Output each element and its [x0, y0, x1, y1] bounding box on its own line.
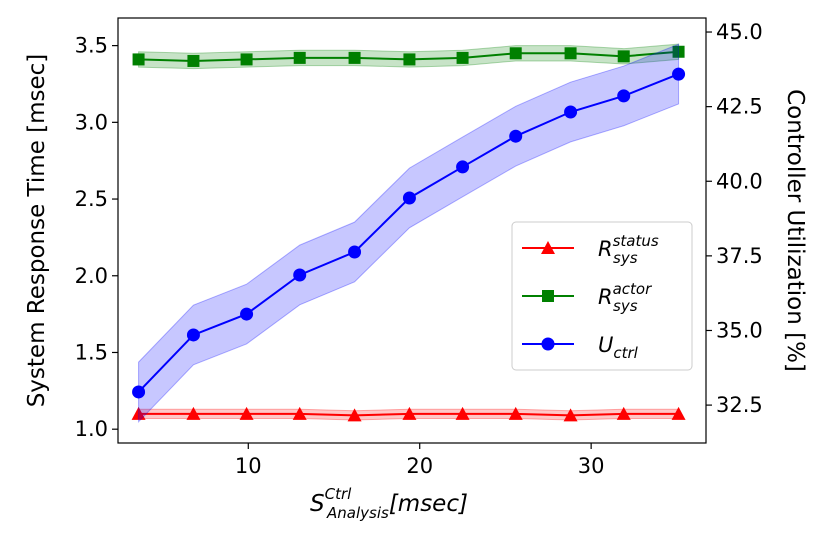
legend-symbol: U	[598, 333, 613, 357]
y2-tick-label: 37.5	[716, 244, 763, 268]
legend-label: Ractor sys	[598, 280, 652, 315]
marker	[563, 408, 578, 422]
legend-symbol: R	[598, 237, 613, 261]
y2-axis-title: Controller Utilization [%]	[782, 89, 808, 372]
legend-superscript: actor	[613, 280, 652, 298]
legend-superscript: status	[613, 232, 659, 250]
marker	[186, 406, 201, 420]
marker	[456, 160, 470, 174]
marker	[132, 53, 145, 66]
marker	[402, 191, 416, 205]
x-label-symbol: S	[310, 491, 325, 517]
y-tick-label: 2.0	[75, 264, 108, 288]
legend-label: Rstatus sys	[598, 232, 659, 267]
marker	[293, 268, 307, 282]
x-tick-label: 30	[578, 454, 605, 478]
error-band	[138, 43, 680, 424]
y2-tick-label: 40.0	[716, 169, 763, 193]
marker	[508, 406, 523, 420]
y-tick-label: 2.5	[75, 187, 108, 211]
x-label-unit: [msec]	[389, 491, 468, 517]
marker	[293, 51, 306, 64]
marker	[455, 406, 470, 420]
marker	[240, 53, 253, 66]
legend-subscript: sys	[613, 297, 638, 315]
marker	[617, 89, 631, 103]
plot-frame	[117, 17, 707, 444]
marker	[187, 54, 200, 67]
marker	[564, 47, 577, 60]
marker	[131, 406, 146, 420]
legend-subscript: sys	[613, 249, 638, 267]
y-axis-title: System Response Time [msec]	[24, 54, 50, 408]
marker	[132, 385, 146, 399]
marker	[402, 406, 417, 420]
marker	[541, 337, 555, 351]
x-label-subscript: Analysis	[326, 504, 389, 522]
marker	[509, 47, 522, 60]
marker	[456, 51, 469, 64]
y2-tick-label: 32.5	[716, 393, 763, 417]
marker	[542, 290, 554, 302]
y2-tick-label: 42.5	[716, 95, 763, 119]
marker	[186, 328, 200, 342]
marker	[347, 408, 362, 422]
y-tick-label: 3.0	[75, 110, 108, 134]
marker	[509, 129, 523, 143]
marker	[616, 406, 631, 420]
marker	[239, 406, 254, 420]
legend-subscript: ctrl	[613, 344, 638, 362]
y-tick-label: 1.0	[75, 417, 108, 441]
x-tick-label: 10	[235, 454, 262, 478]
marker	[564, 105, 578, 119]
marker	[671, 406, 686, 420]
marker	[348, 51, 361, 64]
x-label-superscript: Ctrl	[325, 485, 353, 503]
marker	[672, 45, 685, 58]
y-tick-label: 1.5	[75, 340, 108, 364]
x-tick-label: 20	[406, 454, 433, 478]
marker	[240, 307, 254, 321]
marker	[541, 241, 555, 254]
legend-symbol: R	[598, 285, 613, 309]
x-axis-title: SCtrl Analysis[msec]	[310, 485, 468, 522]
y2-tick-label: 45.0	[716, 20, 763, 44]
marker	[292, 406, 307, 420]
legend-box	[511, 221, 693, 371]
legend-label: Uctrl	[598, 333, 639, 362]
marker	[403, 53, 416, 66]
y-tick-label: 3.5	[75, 34, 108, 58]
marker	[617, 50, 630, 63]
marker	[348, 245, 362, 259]
y2-tick-label: 35.0	[716, 318, 763, 342]
marker	[672, 67, 686, 81]
